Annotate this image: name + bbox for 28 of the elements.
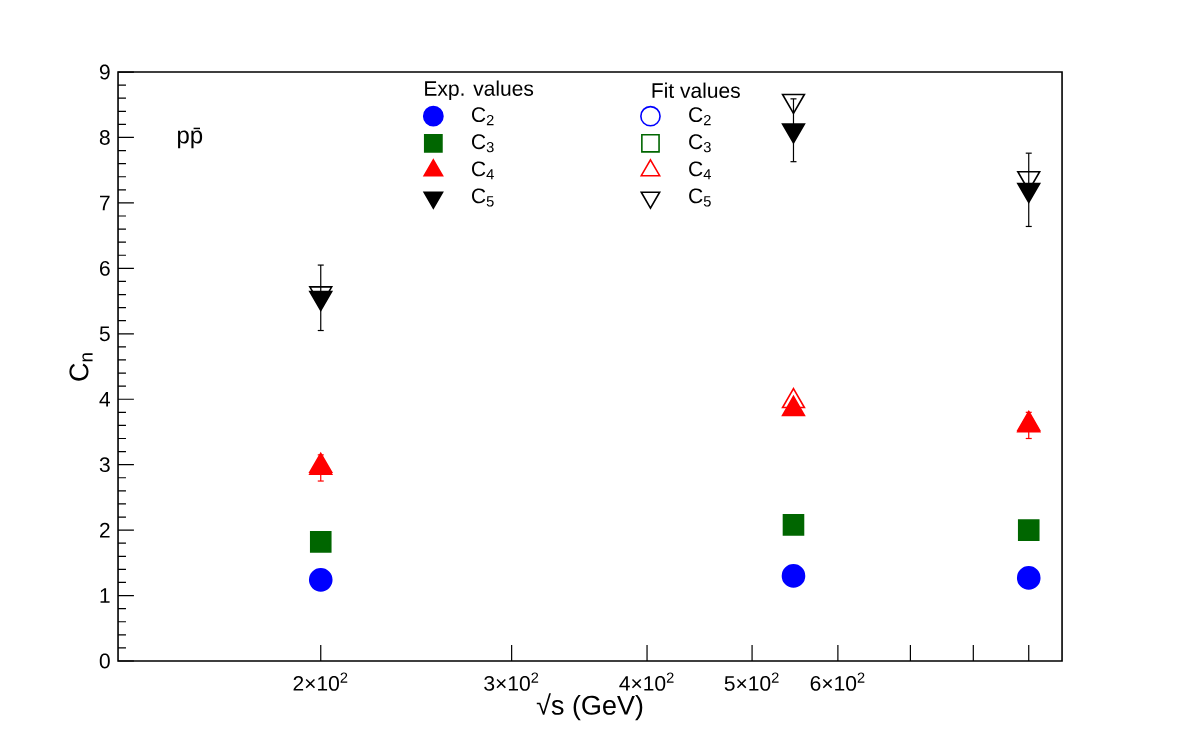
annotation: Fit values — [652, 82, 740, 99]
x-tick-label: 3×10$^{2}$ — [484, 672, 539, 691]
y-tick-label: 1 — [100, 588, 110, 603]
legend-label: C$_{2}$ — [689, 107, 711, 126]
y-tick-label: 4 — [99, 392, 110, 407]
legend-label: C$_{2}$ — [472, 107, 494, 126]
y-tick-label: 7 — [100, 195, 110, 211]
x-axis-title: √s (GeV) — [536, 693, 643, 721]
y-tick-label: 3 — [99, 457, 110, 473]
legend-label: C$_{4}$ — [689, 161, 711, 180]
y-tick-label: 2 — [100, 522, 110, 538]
x-tick-label: 2×10$^{2}$ — [293, 672, 348, 691]
legend-label: C$_{5}$ — [689, 188, 711, 207]
legend-label: C$_{3}$ — [689, 134, 711, 153]
legend-label: C$_{5}$ — [472, 188, 494, 207]
y-tick-label: 0 — [99, 653, 110, 669]
x-tick-label: 6×10$^{2}$ — [810, 672, 865, 691]
y-tick-label: 5 — [99, 326, 110, 342]
legend-label: C$_{4}$ — [472, 161, 494, 180]
y-tick-label: 8 — [99, 130, 110, 145]
x-tick-label: 4×10$^{2}$ — [619, 672, 674, 691]
y-tick-label: 6 — [100, 260, 110, 276]
annotation: pp̄ — [177, 127, 203, 149]
x-tick-label: 5×10$^{2}$ — [724, 672, 779, 691]
annotation: Exp. values — [425, 80, 534, 101]
y-axis-title: C$_{n}$ — [69, 353, 93, 381]
y-tick-label: 9 — [99, 64, 110, 80]
legend-label: C$_{3}$ — [472, 134, 494, 153]
